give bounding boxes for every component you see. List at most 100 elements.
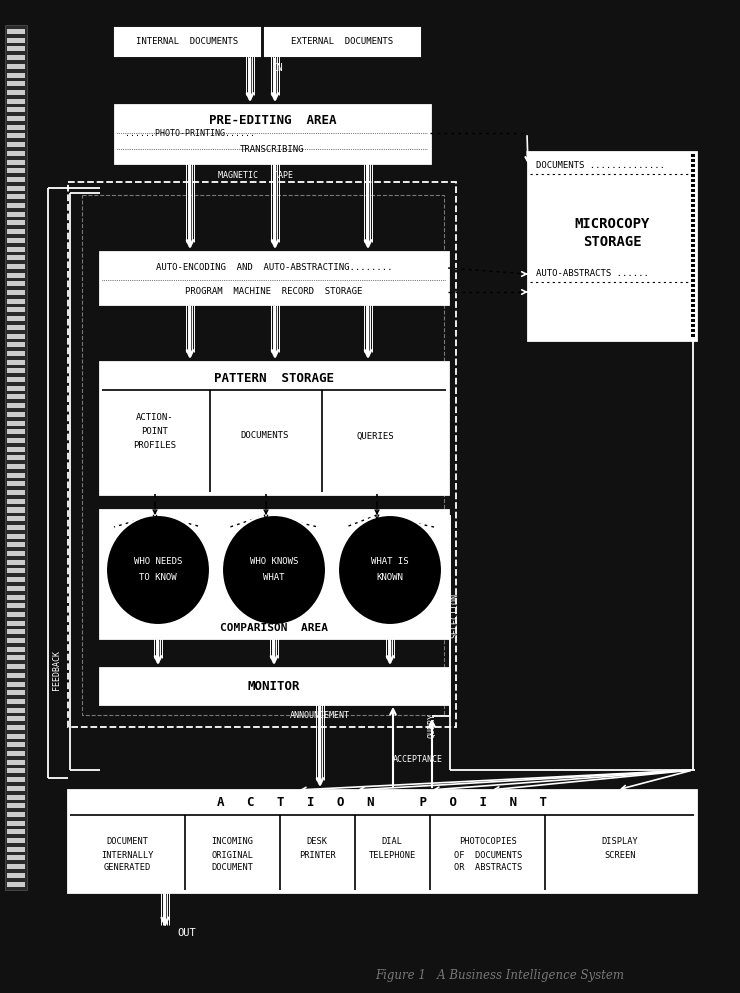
Bar [7, 107, 25, 112]
Bar [7, 447, 25, 452]
Bar [691, 324, 695, 327]
Bar [691, 294, 695, 297]
Bar [691, 274, 695, 277]
Bar [7, 847, 25, 852]
Ellipse shape [222, 515, 326, 625]
Text: INTERNALLY: INTERNALLY [101, 850, 153, 860]
Bar [7, 38, 25, 43]
Bar [7, 681, 25, 686]
Bar [7, 464, 25, 469]
Bar [82, 195, 444, 715]
Text: STORAGE: STORAGE [582, 235, 642, 249]
Bar [7, 177, 25, 182]
Text: PHOTOCOPIES: PHOTOCOPIES [459, 837, 517, 846]
Bar [7, 551, 25, 556]
Bar [691, 334, 695, 337]
Text: INTERNAL  DOCUMENTS: INTERNAL DOCUMENTS [136, 38, 238, 47]
Bar [7, 734, 25, 739]
Text: DOCUMENTS: DOCUMENTS [240, 432, 289, 441]
Bar [7, 377, 25, 382]
Bar [691, 174, 695, 177]
Text: EXTERNAL  DOCUMENTS: EXTERNAL DOCUMENTS [292, 38, 394, 47]
Text: A   C   T   I   O   N      P   O   I   N   T: A C T I O N P O I N T [217, 796, 547, 809]
Bar [7, 577, 25, 582]
Bar [7, 708, 25, 713]
Text: MONITOR: MONITOR [248, 679, 300, 692]
Bar [5, 25, 27, 890]
Bar [7, 81, 25, 86]
Bar [7, 673, 25, 678]
Text: DOCUMENT: DOCUMENT [106, 837, 148, 846]
Bar [691, 209, 695, 212]
Bar [7, 29, 25, 34]
Bar [7, 690, 25, 695]
Bar [100, 668, 448, 704]
Bar [7, 864, 25, 869]
Bar [7, 803, 25, 808]
Bar [7, 664, 25, 669]
Bar [691, 244, 695, 247]
Bar [7, 255, 25, 260]
Bar [7, 359, 25, 364]
Bar [7, 125, 25, 130]
Bar [7, 630, 25, 635]
Bar [7, 595, 25, 600]
Text: DESK: DESK [306, 837, 328, 846]
Bar [7, 829, 25, 834]
Bar [7, 90, 25, 95]
Bar [7, 133, 25, 138]
Bar [7, 655, 25, 660]
Bar [691, 329, 695, 332]
Text: GENERATED: GENERATED [104, 864, 151, 873]
Bar [691, 234, 695, 237]
Bar [528, 152, 696, 340]
Bar [7, 64, 25, 69]
Text: DISPLAY: DISPLAY [602, 837, 639, 846]
Bar [7, 385, 25, 390]
Bar [7, 438, 25, 443]
Bar [691, 224, 695, 227]
Bar [115, 105, 430, 163]
Text: PRINTER: PRINTER [299, 850, 335, 860]
Bar [691, 169, 695, 172]
Bar [691, 214, 695, 217]
Bar [691, 259, 695, 262]
Text: ORIGINAL: ORIGINAL [211, 850, 253, 860]
Bar [68, 182, 456, 727]
Bar [691, 239, 695, 242]
Bar [691, 319, 695, 322]
Text: OUT: OUT [177, 928, 196, 938]
Bar [691, 164, 695, 167]
Bar [7, 142, 25, 147]
Text: WHAT IS: WHAT IS [371, 557, 408, 566]
Bar [100, 252, 448, 304]
Bar [7, 160, 25, 165]
Bar [7, 55, 25, 61]
Text: DIAL: DIAL [382, 837, 403, 846]
Bar [691, 154, 695, 157]
Bar [691, 289, 695, 292]
Bar [7, 403, 25, 408]
Bar [691, 269, 695, 272]
Bar [7, 533, 25, 538]
Bar [7, 186, 25, 191]
Bar [7, 429, 25, 434]
Bar [7, 603, 25, 608]
Text: PATTERN  STORAGE: PATTERN STORAGE [214, 371, 334, 384]
Text: KNOWN: KNOWN [377, 574, 403, 583]
Text: ACTION-: ACTION- [136, 412, 174, 421]
Text: QUERY: QUERY [428, 714, 437, 739]
Bar [691, 179, 695, 182]
Bar [691, 314, 695, 317]
Bar [7, 856, 25, 861]
Bar [7, 195, 25, 200]
Bar [691, 254, 695, 257]
Bar [7, 116, 25, 121]
Text: INCOMING: INCOMING [211, 837, 253, 846]
Bar [7, 794, 25, 799]
Text: AUTO-ABSTRACTS ......: AUTO-ABSTRACTS ...... [536, 269, 649, 278]
Bar [691, 219, 695, 222]
Text: MAGNETIC   TAPE: MAGNETIC TAPE [218, 171, 292, 180]
Bar [7, 368, 25, 373]
Bar [691, 204, 695, 207]
